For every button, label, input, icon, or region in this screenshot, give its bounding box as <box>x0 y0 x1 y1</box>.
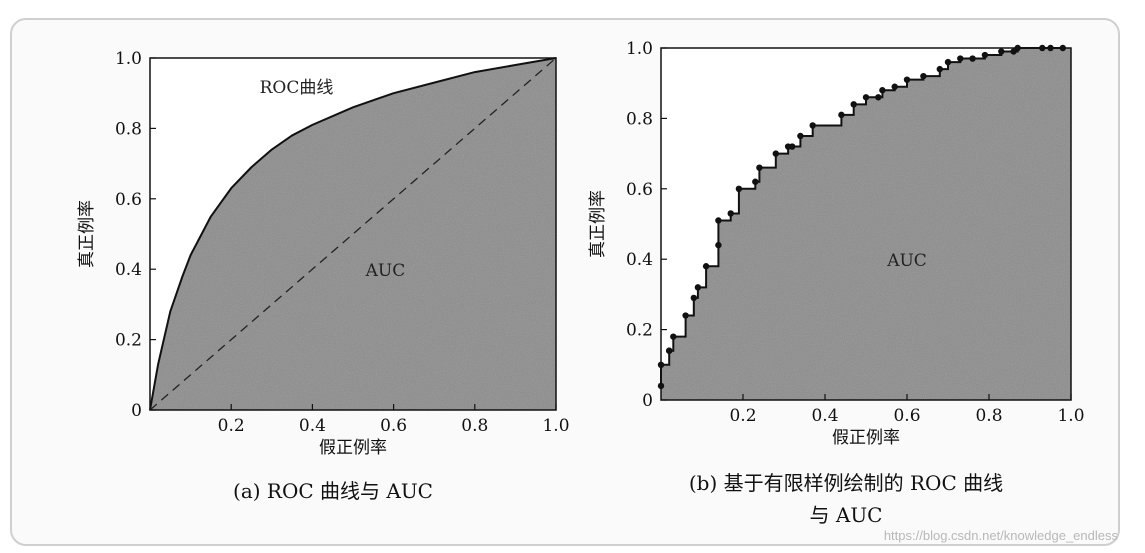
roc-sample-point <box>1059 44 1067 52</box>
x-tick-label: 0.4 <box>299 416 326 436</box>
roc-sample-point <box>944 58 952 66</box>
roc-panel-b: 0 0.2 0.4 0.6 0.8 1.0 0.2 0.4 0.6 0.8 1.0 假正例率 真正例率 A… <box>588 39 1085 527</box>
x-tick-label: 0.2 <box>218 416 245 436</box>
y-tick-label: 1.0 <box>115 49 142 69</box>
y-tick-label: 0.4 <box>115 260 142 280</box>
roc-sample-point <box>666 347 673 354</box>
y-tick-label: 0.6 <box>115 190 142 210</box>
auc-label: AUC <box>886 251 927 271</box>
roc-sample-point <box>735 185 743 192</box>
roc-sample-point <box>670 333 677 340</box>
roc-sample-point <box>756 164 763 171</box>
roc-sample-point <box>752 178 759 185</box>
x-tick-label: 0.4 <box>811 406 838 426</box>
y-tick-label: 0.8 <box>115 119 142 139</box>
y-tick-label: 1.0 <box>626 39 653 59</box>
roc-sample-point <box>957 55 964 62</box>
roc-sample-point <box>797 132 804 140</box>
roc-sample-point <box>657 361 665 368</box>
roc-sample-point <box>838 111 845 119</box>
area-above-curve <box>150 58 556 410</box>
roc-sample-point <box>862 94 870 101</box>
roc-sample-point <box>702 263 710 270</box>
roc-sample-point <box>936 65 943 73</box>
y-axis-label: 真正例率 <box>77 200 97 268</box>
y-tick-label: 0 <box>131 401 142 421</box>
x-axis-label: 假正例率 <box>832 428 900 448</box>
roc-sample-point <box>969 55 976 62</box>
y-axis-label: 真正例率 <box>588 190 608 258</box>
roc-sample-point <box>981 51 989 59</box>
roc-sample-point <box>715 241 722 249</box>
roc-sample-point <box>690 294 697 302</box>
roc-sample-point <box>998 48 1005 55</box>
y-tick-label: 0.4 <box>626 250 653 270</box>
roc-sample-point <box>903 76 911 83</box>
roc-sample-point <box>879 87 886 94</box>
roc-curve-label: ROC曲线 <box>260 78 334 98</box>
auc-label: AUC <box>365 261 406 281</box>
caption-a: (a) ROC 曲线与 AUC <box>233 479 433 503</box>
roc-sample-point <box>694 284 702 291</box>
y-tick-label: 0.6 <box>626 180 653 200</box>
roc-sample-point <box>1014 44 1021 52</box>
x-tick-label: 0.8 <box>975 406 1002 426</box>
roc-sample-point <box>789 143 796 150</box>
y-tick-label: 0.8 <box>626 109 653 129</box>
area-above-curve <box>661 48 1071 386</box>
roc-sample-point <box>891 83 898 90</box>
roc-sample-point <box>850 101 857 108</box>
roc-sample-point <box>920 72 927 80</box>
roc-sample-point <box>875 94 882 101</box>
x-tick-label: 0.6 <box>893 406 920 426</box>
x-tick-label: 1.0 <box>542 416 569 436</box>
y-tick-label: 0.2 <box>626 321 653 341</box>
roc-sample-point <box>727 210 734 217</box>
roc-sample-point <box>809 122 816 129</box>
roc-sample-point <box>772 150 779 157</box>
roc-sample-point <box>1047 44 1054 52</box>
roc-curve <box>149 57 557 411</box>
roc-sample-point <box>1039 44 1046 52</box>
y-tick-label: 0.2 <box>115 331 142 351</box>
x-axis-label: 假正例率 <box>319 438 387 458</box>
caption-b-line: 与 AUC <box>810 503 883 527</box>
x-tick-label: 0.2 <box>729 406 756 426</box>
roc-panel-a: 0 0.2 0.4 0.6 0.8 1.0 0.2 0.4 0.6 0.8 1.0 假正例率 真正例率 R… <box>77 49 570 503</box>
watermark-text: https://blog.csdn.net/knowledge_endless <box>884 528 1119 543</box>
roc-sample-point <box>682 312 689 319</box>
roc-sample-point <box>715 217 722 224</box>
roc-sample-point <box>657 382 665 390</box>
x-tick-label: 0.6 <box>380 416 407 436</box>
axes-frame <box>660 47 1072 401</box>
y-tick-label: 0 <box>642 391 653 411</box>
x-tick-label: 1.0 <box>1057 406 1084 426</box>
caption-b-line: (b) 基于有限样例绘制的 ROC 曲线 <box>689 471 1003 495</box>
axes-frame <box>149 57 557 411</box>
x-tick-label: 0.8 <box>461 416 488 436</box>
